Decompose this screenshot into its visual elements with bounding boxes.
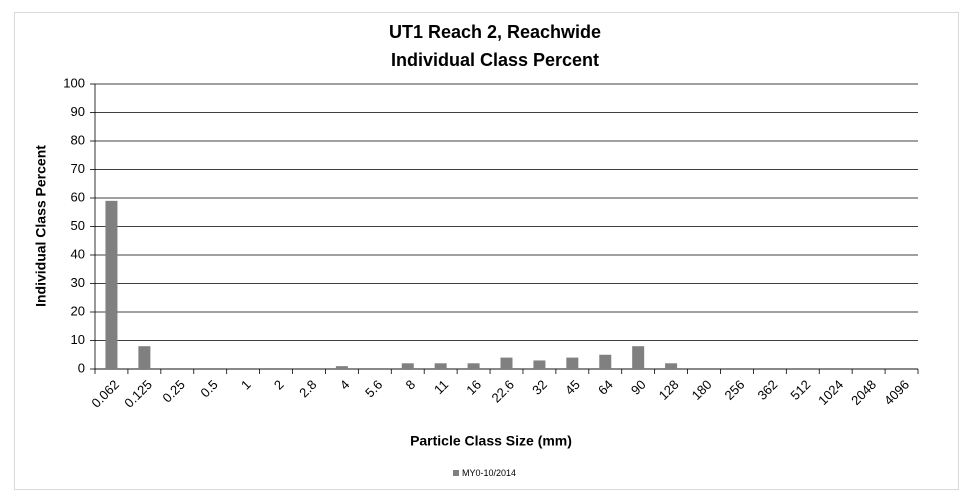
y-tick-label: 0 <box>78 360 85 375</box>
y-tick-label: 70 <box>71 161 85 176</box>
y-tick-label: 20 <box>71 303 85 318</box>
y-tick-label: 80 <box>71 132 85 147</box>
chart-frame <box>14 12 959 490</box>
bar <box>566 357 579 369</box>
bar <box>335 366 348 369</box>
y-tick-label: 90 <box>71 104 85 119</box>
bar <box>500 357 513 369</box>
bar <box>533 360 546 369</box>
y-tick-label: 30 <box>71 275 85 290</box>
bar <box>401 363 414 369</box>
bar <box>138 346 151 369</box>
y-tick-label: 40 <box>71 246 85 261</box>
chart-title: UT1 Reach 2, Reachwide <box>389 22 601 42</box>
bar <box>434 363 447 369</box>
bar <box>467 363 480 369</box>
y-axis-title: Individual Class Percent <box>33 145 49 307</box>
legend-swatch <box>453 470 459 476</box>
y-tick-label: 50 <box>71 218 85 233</box>
bar <box>105 200 118 369</box>
x-axis-title: Particle Class Size (mm) <box>410 433 572 449</box>
chart-subtitle: Individual Class Percent <box>391 50 599 70</box>
bar <box>599 354 612 369</box>
y-tick-label: 100 <box>63 75 85 90</box>
y-tick-label: 10 <box>71 332 85 347</box>
bar <box>665 363 678 369</box>
bar <box>632 346 645 369</box>
legend-label: MY0-10/2014 <box>462 468 516 478</box>
y-tick-label: 60 <box>71 189 85 204</box>
